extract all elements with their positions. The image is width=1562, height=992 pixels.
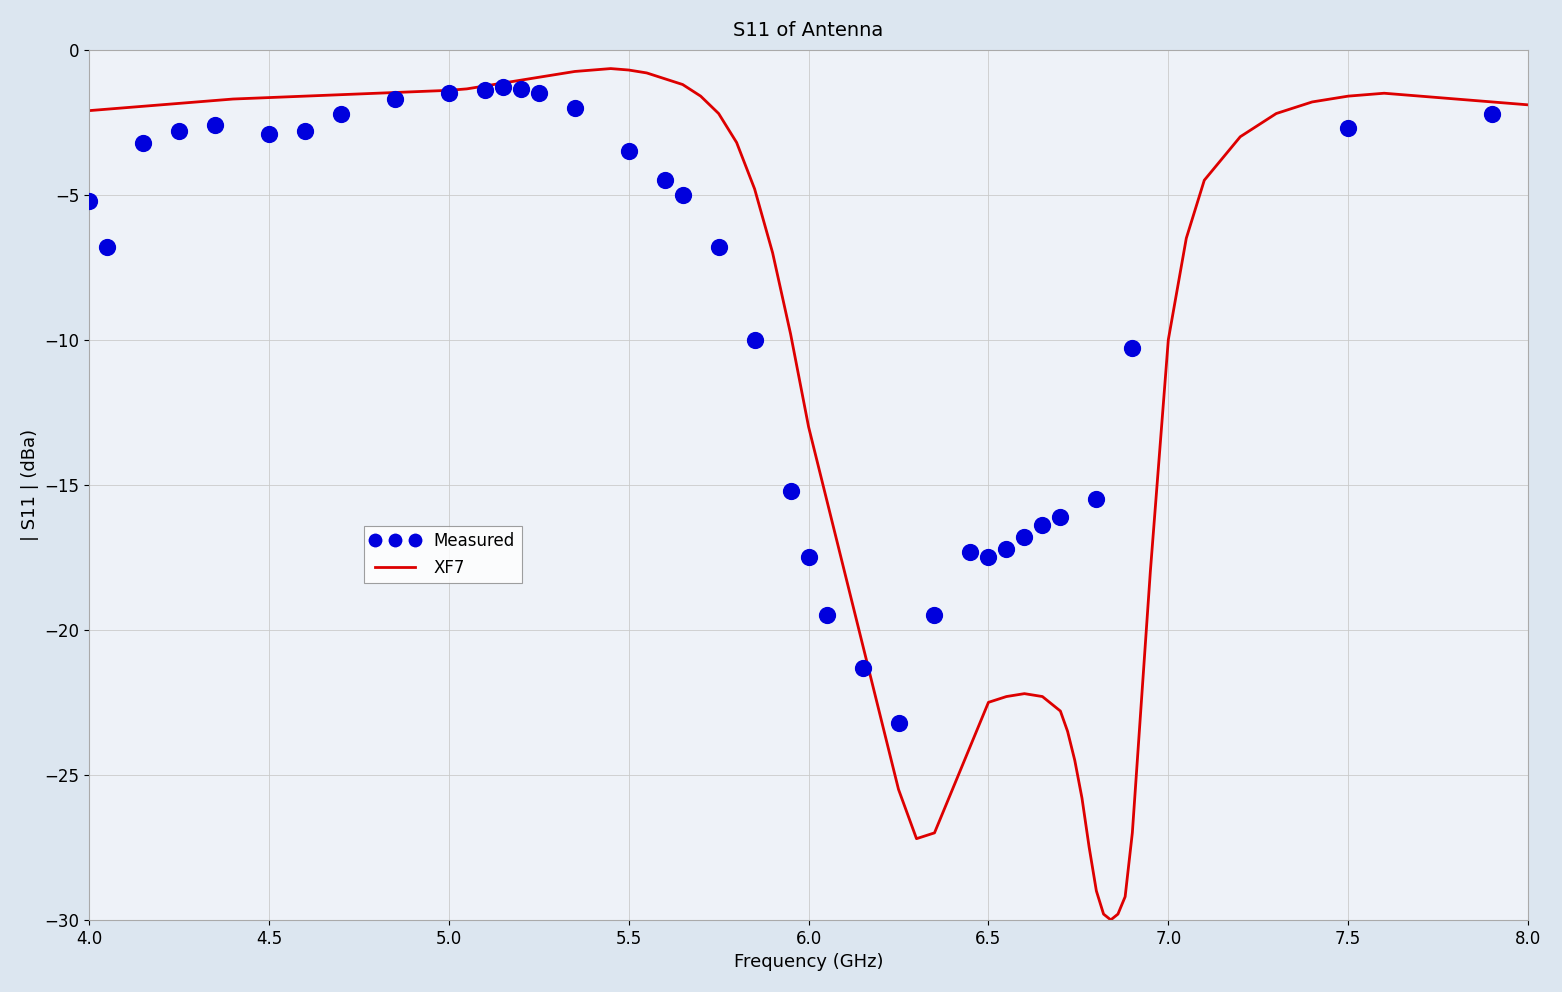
Point	[886, 714, 911, 730]
Point	[976, 550, 1001, 565]
Title: S11 of Antenna: S11 of Antenna	[734, 21, 884, 40]
Point	[131, 135, 156, 151]
Point	[472, 82, 497, 98]
Point	[203, 117, 228, 133]
Point	[167, 123, 192, 139]
Point	[1012, 529, 1037, 545]
Point	[653, 173, 678, 188]
Point	[292, 123, 317, 139]
Point	[490, 79, 515, 95]
Point	[797, 550, 822, 565]
Point	[850, 660, 875, 676]
Point	[922, 607, 947, 623]
Point	[1120, 340, 1145, 356]
Point	[383, 91, 408, 107]
Point	[1029, 518, 1054, 534]
Point	[617, 143, 642, 159]
Point	[958, 544, 982, 559]
Point	[1048, 509, 1073, 525]
Point	[706, 239, 731, 255]
Point	[95, 239, 120, 255]
Legend: Measured, XF7: Measured, XF7	[364, 526, 522, 583]
Point	[526, 85, 551, 101]
Point	[256, 126, 281, 142]
Point	[993, 541, 1018, 557]
Point	[436, 85, 461, 101]
Point	[562, 100, 587, 116]
Point	[508, 81, 533, 97]
Point	[1479, 105, 1504, 121]
Point	[77, 192, 102, 208]
Point	[1084, 491, 1109, 507]
Point	[670, 186, 695, 202]
Point	[778, 483, 803, 499]
Point	[814, 607, 839, 623]
Y-axis label: | S11 | (dBa): | S11 | (dBa)	[20, 429, 39, 541]
Point	[328, 105, 353, 121]
X-axis label: Frequency (GHz): Frequency (GHz)	[734, 953, 884, 971]
Point	[1336, 120, 1361, 136]
Point	[742, 332, 767, 348]
